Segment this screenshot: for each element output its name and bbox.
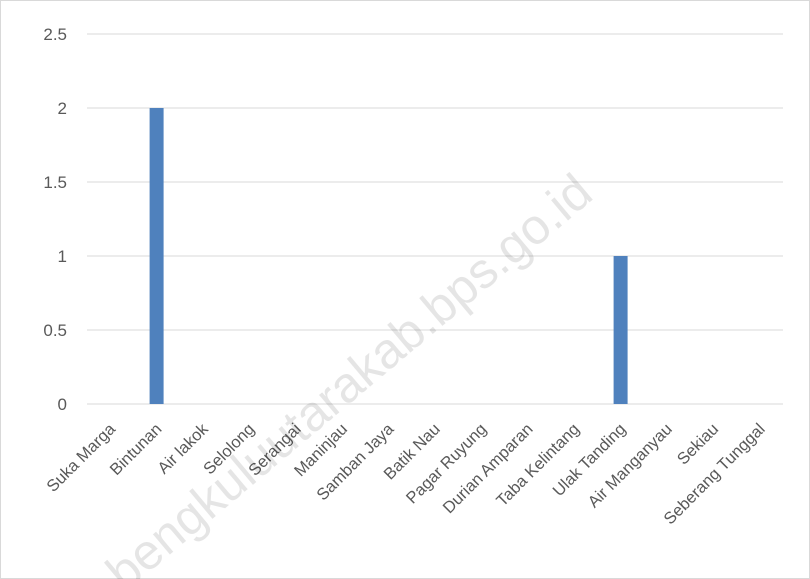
y-tick-label: 2.5 [43,25,67,44]
bars [149,108,628,404]
watermark: bengkuluutarakab.bps.go.id [96,163,603,579]
y-axis-ticks: 0 0.5 1 1.5 2 2.5 [43,25,67,414]
y-tick-label: 1 [58,247,67,266]
y-tick-label: 0 [58,395,67,414]
y-tick-label: 0.5 [43,321,67,340]
y-tick-label: 2 [58,99,67,118]
x-category-label: Pagar Ruyung [403,420,490,507]
bar-1 [149,108,164,404]
x-category-label: Bintunan [107,420,166,479]
bar-11 [613,256,628,404]
x-category-label: Air Manganyau [585,420,676,511]
y-tick-label: 1.5 [43,173,67,192]
x-category-label: Suka Marga [43,420,119,496]
x-category-label: Taba Kelintang [493,420,583,510]
gridlines [87,33,783,405]
